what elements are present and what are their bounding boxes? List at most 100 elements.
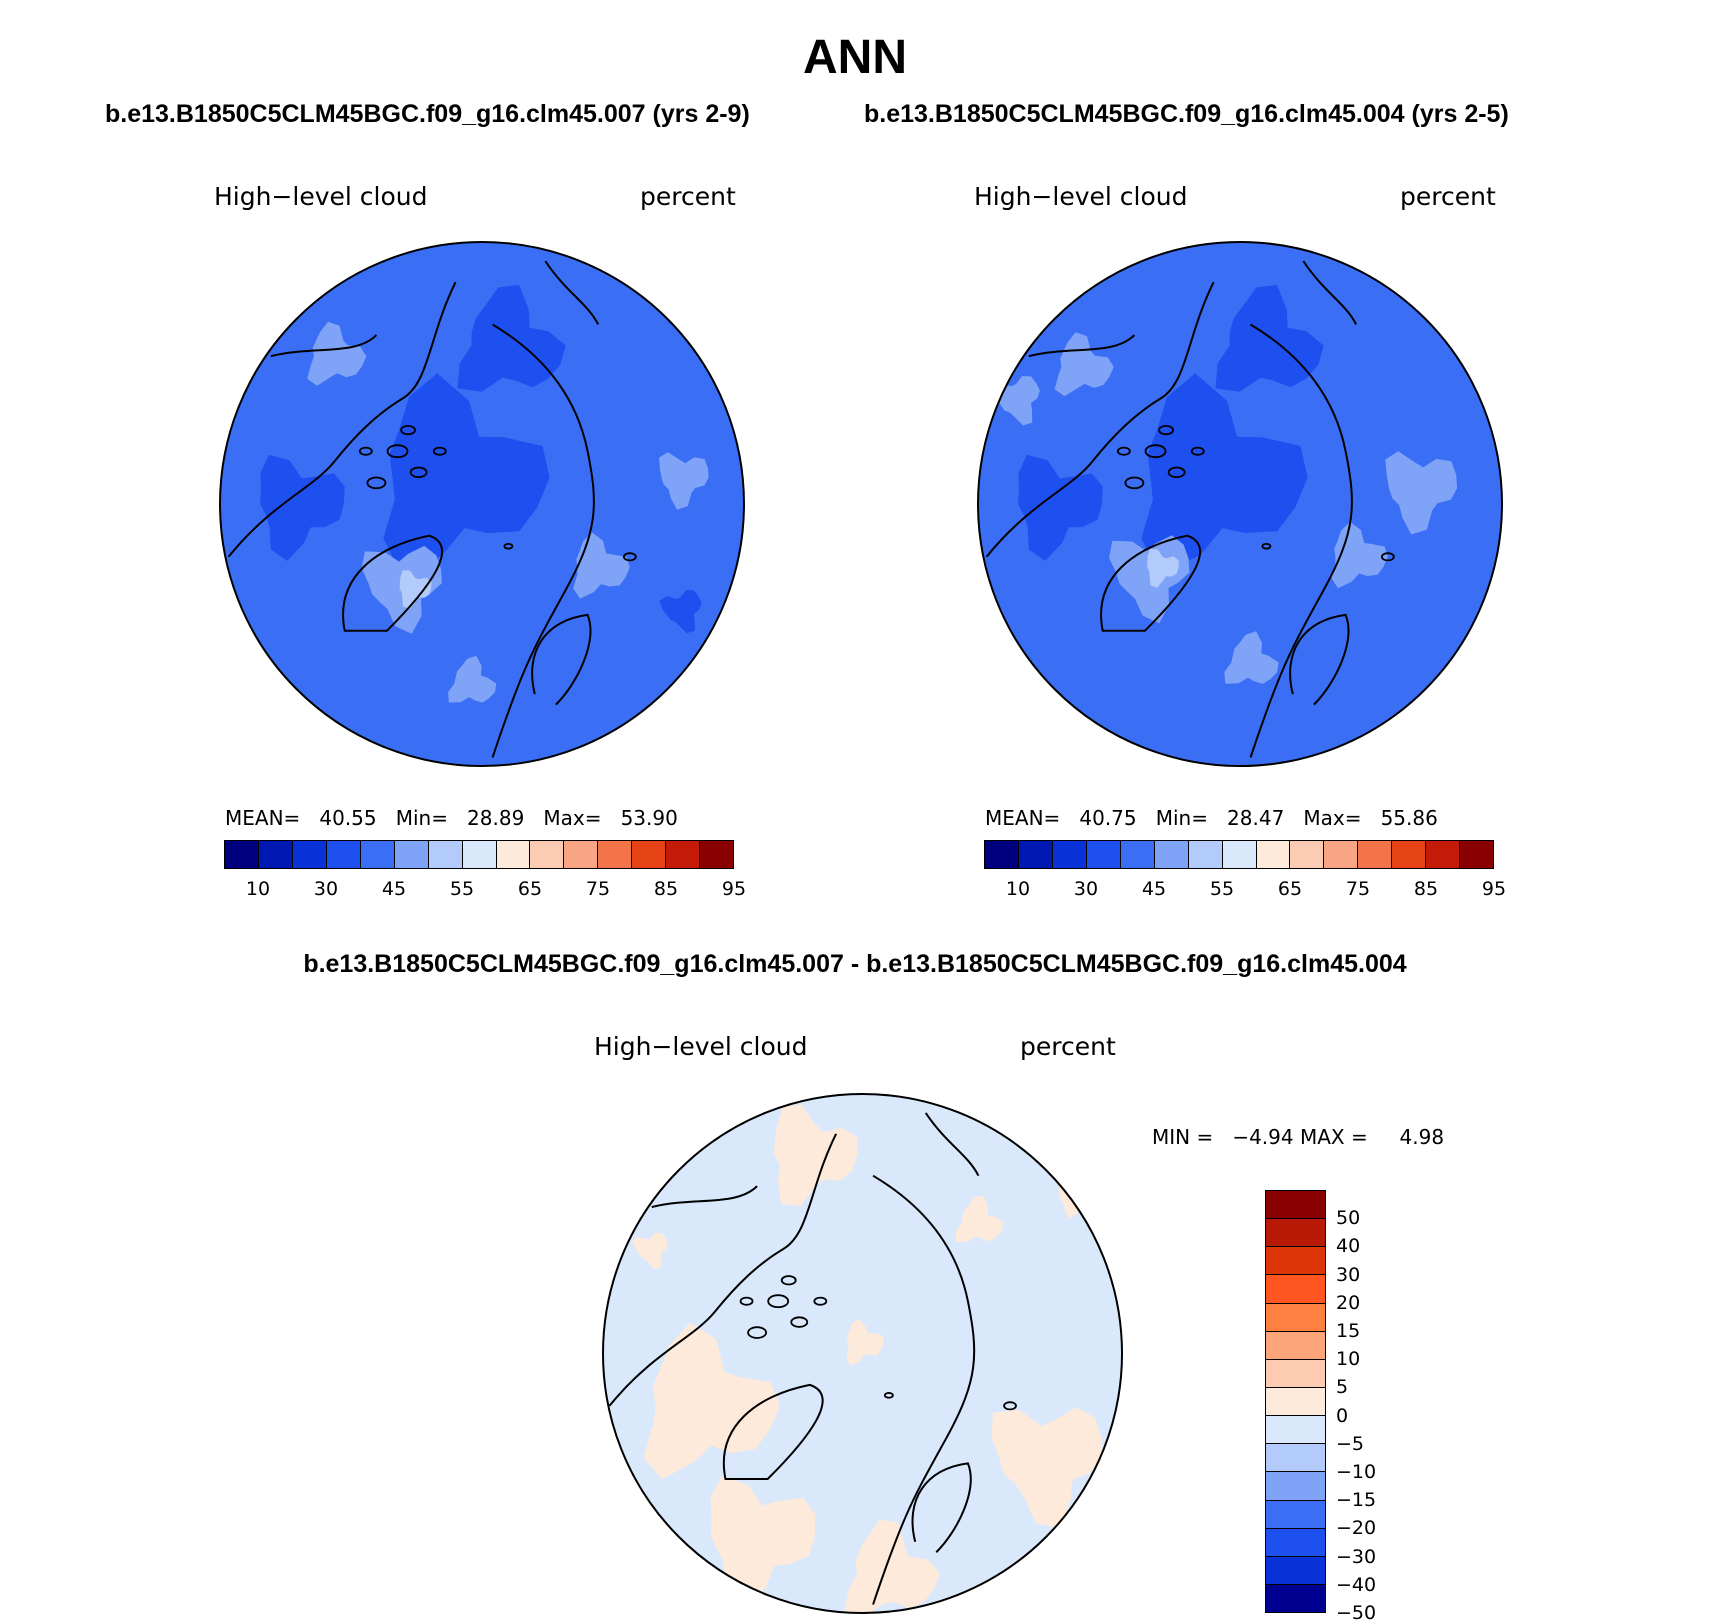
colorbar-box: [1018, 841, 1053, 868]
colorbar-tick-label: −15: [1336, 1489, 1377, 1512]
coastline: [270, 334, 378, 358]
colorbar-box: [1266, 1500, 1325, 1529]
diff-max-value: 4.98: [1399, 1125, 1445, 1149]
contour-region: [659, 590, 702, 634]
contour-region: [1054, 332, 1114, 397]
island-outline: [432, 446, 447, 456]
diff-min-label: MIN =: [1152, 1125, 1214, 1149]
page-title: ANN: [803, 31, 907, 84]
coastline: [924, 1112, 980, 1177]
island-outline: [1144, 444, 1167, 459]
colorbar-tick-label: 75: [1345, 878, 1371, 900]
panel2-max-label: Max=: [1303, 806, 1362, 830]
colorbar-tick-label: −20: [1336, 1517, 1377, 1540]
panel1-stats: MEAN= 40.55 Min= 28.89 Max= 53.90: [225, 806, 678, 830]
colorbar-box: [360, 841, 395, 868]
colorbar-box: [1266, 1528, 1325, 1557]
colorbar-tick-label: −40: [1336, 1573, 1377, 1596]
colorbar-tick-label: 65: [517, 878, 543, 900]
panel1-polar-map: [219, 241, 745, 767]
contour-region: [1385, 451, 1458, 535]
island-outline: [1124, 476, 1145, 490]
contour-region: [573, 532, 630, 599]
panel1-min-label: Min=: [395, 806, 448, 830]
coastline: [227, 281, 457, 558]
colorbar-tick-label: −5: [1336, 1432, 1365, 1455]
map-border: [219, 241, 745, 767]
colorbar-box: [1324, 841, 1359, 868]
panel2-min-label: Min=: [1155, 806, 1208, 830]
panel2-colorbar-ticks: 10 30 45 55 65 75 85 95: [984, 878, 1506, 904]
colorbar-tick-label: 5: [1336, 1376, 1349, 1399]
contour-region: [399, 570, 432, 609]
panel1-variable-label: High−level cloud: [214, 182, 428, 211]
diff-title: b.e13.B1850C5CLM45BGC.f09_g16.clm45.007 …: [303, 950, 1407, 978]
colorbar-box: [1266, 1472, 1325, 1501]
panel1-colorbar: [224, 840, 734, 869]
colorbar-tick-label: 10: [1336, 1348, 1361, 1371]
contour-region: [991, 1407, 1104, 1529]
colorbar-box: [1266, 1219, 1325, 1248]
coastline: [985, 281, 1215, 558]
island-outline: [1380, 552, 1395, 562]
colorbar-box: [1188, 841, 1223, 868]
diff-max-label: MAX =: [1299, 1125, 1368, 1149]
colorbar-box: [598, 841, 633, 868]
contour-region: [457, 284, 566, 392]
colorbar-tick-label: 75: [585, 878, 611, 900]
panel2-min-value: 28.47: [1227, 806, 1285, 830]
island-outline: [358, 446, 373, 456]
colorbar-box: [1426, 841, 1461, 868]
colorbar-tick-label: 55: [1209, 878, 1235, 900]
diff-min-value: −4.94: [1232, 1125, 1294, 1149]
colorbar-box: [292, 841, 327, 868]
coastline: [1289, 613, 1350, 706]
island-outline: [1261, 542, 1272, 550]
coastline: [1302, 260, 1358, 325]
colorbar-box: [326, 841, 361, 868]
colorbar-tick-label: 55: [449, 878, 475, 900]
island-outline: [1190, 446, 1205, 456]
colorbar-tick-label: 30: [1336, 1263, 1361, 1286]
map-border: [977, 241, 1503, 767]
colorbar-box: [1290, 841, 1325, 868]
coastline: [608, 1133, 838, 1407]
island-outline: [1116, 446, 1131, 456]
island-outline: [400, 424, 416, 436]
island-outline: [386, 444, 409, 459]
colorbar-tick-label: 50: [1336, 1207, 1361, 1230]
colorbar-box: [496, 841, 531, 868]
island-outline: [1003, 1401, 1017, 1411]
contour-region: [1141, 373, 1308, 573]
contour-region: [956, 1195, 1004, 1243]
colorbar-tick-label: 30: [1073, 878, 1099, 900]
colorbar-box: [985, 841, 1019, 868]
colorbar-box: [1266, 1444, 1325, 1473]
panel1-units-label: percent: [640, 182, 736, 211]
panel1-max-label: Max=: [543, 806, 602, 830]
colorbar-box: [700, 841, 734, 868]
island-outline: [739, 1296, 754, 1306]
colorbar-box: [1358, 841, 1393, 868]
colorbar-tick-label: 45: [381, 878, 407, 900]
contour-region: [846, 1319, 884, 1366]
colorbar-box: [1266, 1275, 1325, 1304]
panel2-mean-value: 40.75: [1079, 806, 1137, 830]
colorbar-box: [1256, 841, 1291, 868]
contour-region: [1018, 454, 1103, 561]
colorbar-box: [225, 841, 259, 868]
island-outline: [366, 476, 387, 490]
diff-variable-label: High−level cloud: [594, 1032, 808, 1061]
panel1-mean-value: 40.55: [319, 806, 377, 830]
colorbar-box: [1222, 841, 1257, 868]
diff-colorbar: [1265, 1190, 1326, 1613]
island-outline: [747, 1326, 768, 1339]
colorbar-box: [462, 841, 497, 868]
contour-region: [307, 321, 367, 386]
panel1-max-value: 53.90: [620, 806, 678, 830]
coastline: [342, 534, 443, 632]
colorbar-tick-label: 65: [1277, 878, 1303, 900]
colorbar-box: [632, 841, 667, 868]
colorbar-box: [1460, 841, 1494, 868]
colorbar-tick-label: 10: [1005, 878, 1031, 900]
